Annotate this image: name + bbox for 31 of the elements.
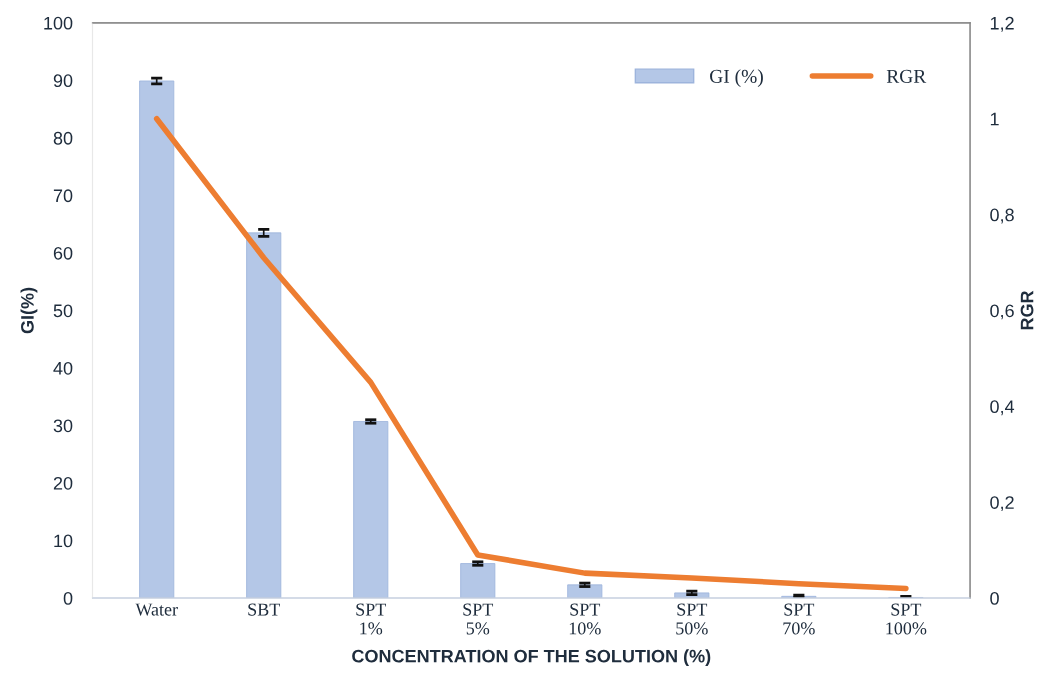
y2-tick-label: 0	[990, 591, 999, 605]
legend-label: RGR	[886, 69, 927, 83]
y-tick-label: 90	[53, 74, 73, 88]
y2-tick-label: 0,8	[990, 208, 1014, 224]
x-tick-label: SPT 70%	[783, 603, 815, 635]
y-tick-label: 70	[53, 189, 73, 203]
y-tick-label: 0	[63, 591, 73, 605]
x-tick-label: SPT 5%	[463, 603, 494, 635]
y-tick-label: 10	[54, 534, 73, 548]
y-tick-label: 40	[53, 361, 73, 375]
x-tick-label: SPT 100%	[886, 603, 927, 635]
y-tick-label: 50	[53, 304, 73, 318]
y2-axis-title: RGR	[1020, 290, 1034, 330]
x-tick-label: SBT	[248, 603, 280, 616]
x-axis-title: CONCENTRATION OF THE SOLUTION (%)	[352, 649, 711, 667]
y-tick-label: 100	[44, 16, 73, 30]
x-tick-label: SPT 50%	[676, 603, 708, 635]
y-tick-label: 20	[53, 476, 73, 490]
y2-tick-label: 1,2	[990, 16, 1014, 32]
legend-label: GI (%)	[710, 69, 763, 87]
y-tick-label: 60	[53, 246, 73, 260]
y-tick-label: 30	[53, 419, 73, 433]
y-axis-title: GI(%)	[20, 287, 38, 334]
y2-tick-label: 0,6	[990, 304, 1014, 320]
y-tick-label: 80	[53, 131, 73, 145]
y2-tick-label: 1	[990, 112, 999, 126]
x-tick-label: SPT 10%	[569, 603, 601, 635]
x-tick-label: SPT 1%	[356, 603, 386, 635]
y2-tick-label: 0,2	[990, 496, 1014, 512]
x-tick-label: Water	[135, 603, 178, 616]
y2-tick-label: 0,4	[990, 400, 1015, 416]
